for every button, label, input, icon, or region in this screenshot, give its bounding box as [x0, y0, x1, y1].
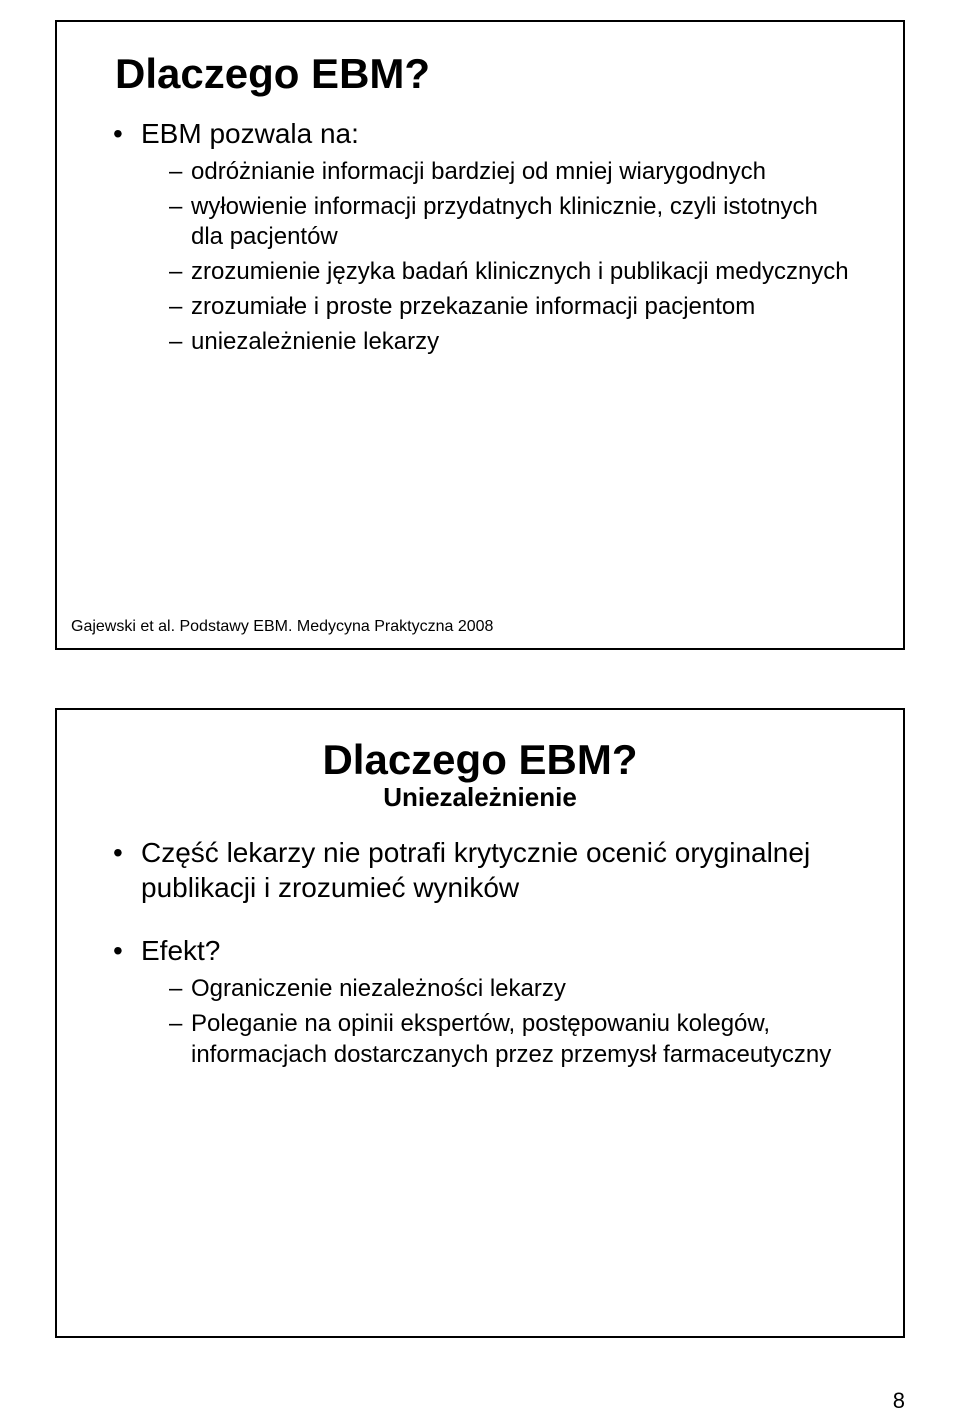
bullet-text: Część lekarzy nie potrafi krytycznie oce…: [141, 837, 810, 903]
bullet-item: Część lekarzy nie potrafi krytycznie oce…: [113, 835, 855, 905]
slide1-bullets: EBM pozwala na: odróżnianie informacji b…: [105, 116, 855, 357]
sub-bullet: zrozumienie języka badań klinicznych i p…: [169, 257, 855, 288]
bullet-text: EBM pozwala na:: [141, 118, 359, 149]
sub-bullet: zrozumiałe i proste przekazanie informac…: [169, 292, 855, 323]
bullet-item: EBM pozwala na: odróżnianie informacji b…: [113, 116, 855, 357]
sub-bullets: odróżnianie informacji bardziej od mniej…: [141, 157, 855, 357]
slide2-bullets: Część lekarzy nie potrafi krytycznie oce…: [105, 835, 855, 1070]
sub-bullet: wyłowienie informacji przydatnych klinic…: [169, 192, 855, 253]
sub-bullet: Poleganie na opinii ekspertów, postępowa…: [169, 1009, 855, 1070]
slide-1: Dlaczego EBM? EBM pozwala na: odróżniani…: [55, 20, 905, 650]
slide-2: Dlaczego EBM? Uniezależnienie Część leka…: [55, 708, 905, 1338]
sub-bullets: Ograniczenie niezależności lekarzy Poleg…: [141, 974, 855, 1070]
slide1-citation: Gajewski et al. Podstawy EBM. Medycyna P…: [71, 618, 493, 636]
bullet-text: Efekt?: [141, 935, 220, 966]
slide1-title: Dlaczego EBM?: [105, 50, 855, 98]
page-number: 8: [893, 1388, 905, 1414]
bullet-item: Efekt? Ograniczenie niezależności lekarz…: [113, 933, 855, 1070]
sub-bullet: Ograniczenie niezależności lekarzy: [169, 974, 855, 1005]
slide2-subtitle: Uniezależnienie: [105, 782, 855, 813]
sub-bullet: uniezależnienie lekarzy: [169, 327, 855, 358]
slide2-title: Dlaczego EBM?: [105, 738, 855, 782]
page: Dlaczego EBM? EBM pozwala na: odróżniani…: [0, 0, 960, 1428]
sub-bullet: odróżnianie informacji bardziej od mniej…: [169, 157, 855, 188]
